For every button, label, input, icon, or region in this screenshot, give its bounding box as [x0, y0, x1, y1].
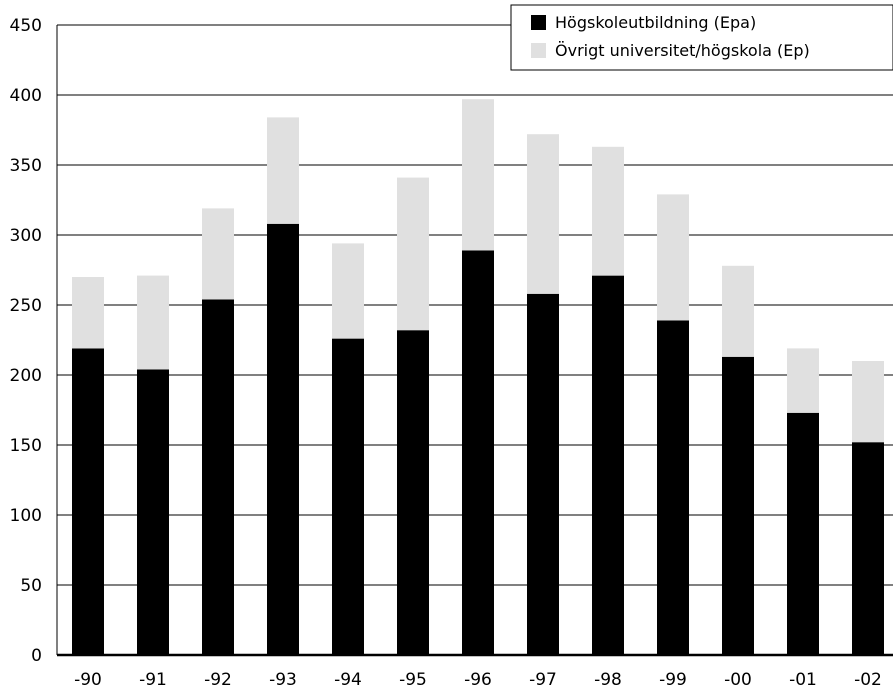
legend-swatch-hogskoleutbildning	[531, 15, 546, 30]
bar-hogskoleutbildning--97	[527, 293, 559, 655]
bar-hogskoleutbildning--95	[397, 330, 429, 655]
legend-label: Högskoleutbildning (Epa)	[555, 13, 756, 32]
bar-ovrigt--93	[267, 117, 299, 224]
y-tick-label: 100	[10, 506, 42, 526]
legend-swatch-ovrigt	[531, 43, 546, 58]
bar-ovrigt--92	[202, 208, 234, 300]
bar-ovrigt--01	[787, 348, 819, 413]
legend-box	[510, 4, 893, 71]
x-tick-label: -90	[74, 670, 102, 690]
y-tick-label: 300	[10, 226, 42, 246]
bar-ovrigt--98	[592, 146, 624, 276]
bar-ovrigt--91	[137, 275, 169, 370]
y-tick-label: 150	[10, 436, 42, 456]
x-tick-label: -91	[139, 670, 167, 690]
x-tick-label: -02	[854, 670, 882, 690]
bar-ovrigt--00	[722, 265, 754, 357]
x-tick-label: -99	[659, 670, 687, 690]
x-axis-tick-labels: -90 -91 -92 -93 -94 -95 -96 -97 -98 -99 -00 -01 -02	[74, 670, 882, 690]
bar-hogskoleutbildning--93	[267, 223, 299, 656]
y-tick-label: 200	[10, 366, 42, 386]
bar-hogskoleutbildning--02	[852, 442, 884, 655]
bar-ovrigt--96	[462, 99, 494, 251]
bar-hogskoleutbildning--90	[72, 348, 104, 655]
bar-ovrigt--90	[72, 277, 104, 349]
y-tick-label: 250	[10, 296, 42, 316]
bar-hogskoleutbildning--98	[592, 275, 624, 655]
bars	[72, 99, 884, 656]
bar-ovrigt--02	[852, 361, 884, 443]
y-axis-tick-labels: 0 50 100 150 200 250 300 350 400 450	[10, 16, 42, 666]
bar-hogskoleutbildning--01	[787, 412, 819, 655]
bar-hogskoleutbildning--00	[722, 356, 754, 655]
y-tick-label: 50	[20, 576, 42, 596]
bar-ovrigt--95	[397, 177, 429, 331]
x-tick-label: -00	[724, 670, 752, 690]
legend: Högskoleutbildning (Epa) Övrigt universit…	[510, 4, 893, 71]
y-tick-label: 0	[31, 646, 42, 666]
bar-hogskoleutbildning--99	[657, 320, 689, 655]
bar-hogskoleutbildning--96	[462, 250, 494, 655]
x-tick-label: -95	[399, 670, 427, 690]
y-tick-label: 450	[10, 16, 42, 36]
x-tick-label: -97	[529, 670, 557, 690]
y-tick-label: 400	[10, 86, 42, 106]
x-tick-label: -01	[789, 670, 817, 690]
x-tick-label: -92	[204, 670, 232, 690]
legend-label: Övrigt universitet/högskola (Ep)	[555, 41, 810, 60]
bar-ovrigt--99	[657, 194, 689, 321]
bar-hogskoleutbildning--92	[202, 299, 234, 655]
x-tick-label: -96	[464, 670, 492, 690]
x-tick-label: -94	[334, 670, 362, 690]
y-tick-label: 350	[10, 156, 42, 176]
bar-hogskoleutbildning--91	[137, 369, 169, 655]
x-tick-label: -93	[269, 670, 297, 690]
bar-hogskoleutbildning--94	[332, 338, 364, 655]
bar-ovrigt--94	[332, 243, 364, 339]
bar-ovrigt--97	[527, 134, 559, 294]
x-tick-label: -98	[594, 670, 622, 690]
